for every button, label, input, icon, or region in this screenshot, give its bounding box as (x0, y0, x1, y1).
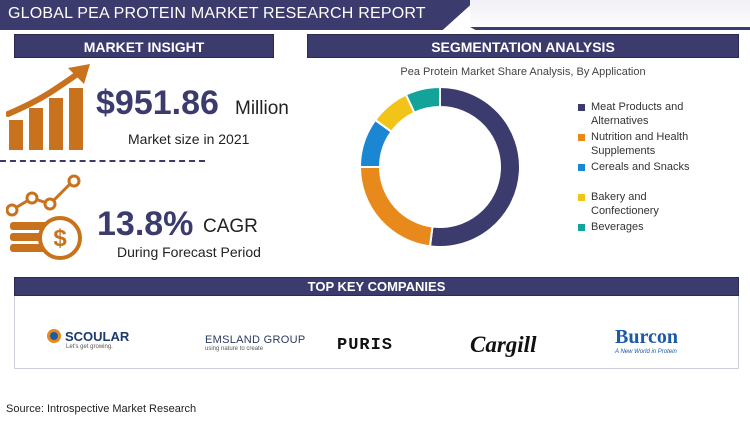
source-note: Source: Introspective Market Research (6, 403, 197, 415)
legend-swatch (578, 104, 585, 111)
legend-swatch (578, 134, 585, 141)
legend-label-line: Nutrition and Health (591, 131, 689, 143)
header-banner (0, 0, 476, 30)
legend-swatch (578, 224, 585, 231)
cagr-caption: During Forecast Period (117, 244, 261, 260)
puris-name: PURIS (337, 336, 394, 355)
legend-label: Nutrition and Health Supplements (591, 130, 688, 158)
emsland-logo: EMSLAND GROUP using nature to create (205, 334, 305, 352)
market-size-value: $951.86 (96, 84, 219, 122)
scoular-mark-icon (47, 329, 61, 343)
market-size-caption: Market size in 2021 (128, 131, 250, 147)
cargill-logo: Cargill (470, 332, 536, 358)
header-accent (470, 0, 750, 30)
report-header: GLOBAL PEA PROTEIN MARKET RESEARCH REPOR… (0, 0, 750, 30)
legend-label: Cereals and Snacks (591, 161, 690, 173)
dashed-divider (0, 160, 205, 162)
legend-label-line: Bakery and (591, 191, 647, 203)
donut-slice-meat-products-and-alternatives (428, 85, 521, 248)
legend-item-meat: Meat Products and Alternatives (578, 100, 683, 128)
legend-item-cereals: Cereals and Snacks (578, 160, 689, 174)
legend-label-line: Confectionery (591, 205, 659, 217)
chart-title: Pea Protein Market Share Analysis, By Ap… (400, 66, 646, 78)
legend-label-line: Alternatives (591, 115, 649, 127)
legend-label: Bakery and Confectionery (591, 190, 659, 218)
legend-swatch (578, 194, 585, 201)
cagr-label: CAGR (203, 216, 258, 237)
svg-text:$: $ (53, 225, 67, 252)
burcon-name: Burcon (615, 326, 678, 348)
report-title: GLOBAL PEA PROTEIN MARKET RESEARCH REPOR… (8, 5, 426, 22)
burcon-tagline: A New World in Protein (615, 349, 677, 355)
companies-panel (14, 296, 739, 369)
segmentation-heading: SEGMENTATION ANALYSIS (307, 34, 739, 58)
legend-label-line: Meat Products and (591, 101, 684, 113)
market-size-unit: Million (235, 98, 289, 119)
emsland-tagline: using nature to create (205, 346, 264, 352)
legend-label: Beverages (591, 221, 644, 233)
companies-heading: TOP KEY COMPANIES (14, 277, 739, 296)
donut-slice-nutrition-and-health-supplements (358, 166, 434, 248)
market-insight-heading: MARKET INSIGHT (14, 34, 274, 58)
legend-item-bakery: Bakery and Confectionery (578, 190, 659, 218)
donut-slice-beverages (404, 85, 441, 115)
legend-item-beverages: Beverages (578, 220, 644, 234)
scoular-logo: SCOULAR Let's get growing. (46, 328, 129, 350)
scoular-tagline: Let's get growing. (66, 344, 113, 350)
legend-label-line: Supplements (591, 145, 656, 157)
burcon-logo: Burcon A New World in Protein (615, 326, 678, 355)
cargill-name: Cargill (470, 332, 537, 357)
legend-item-nutrition: Nutrition and Health Supplements (578, 130, 688, 158)
scoular-name: SCOULAR (65, 328, 130, 344)
cagr-value: 13.8% (97, 205, 194, 243)
growth-bar-chart-icon (6, 64, 90, 150)
puris-logo: PURIS (337, 336, 393, 355)
dollar-coins-icon: $ (6, 174, 82, 260)
legend-swatch (578, 164, 585, 171)
emsland-name: EMSLAND GROUP (205, 334, 306, 346)
legend-label: Meat Products and Alternatives (591, 100, 683, 128)
header-accent-line (470, 27, 750, 30)
donut-chart (358, 85, 521, 248)
